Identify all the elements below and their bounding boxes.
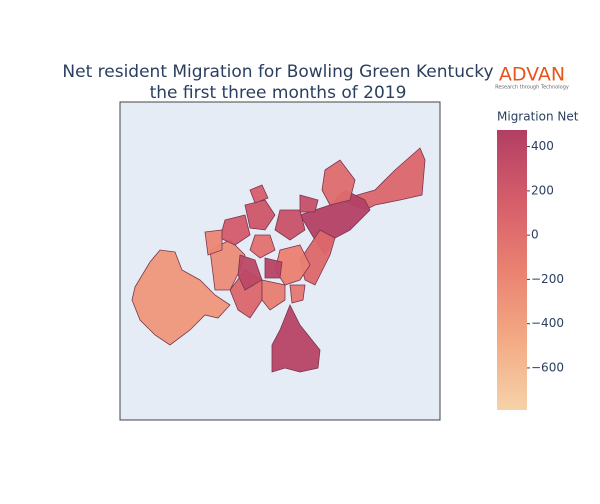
colorbar-tick-label: 200 bbox=[531, 183, 554, 197]
colorbar-tick-label: −200 bbox=[531, 272, 564, 286]
chart-title: Net resident Migration for Bowling Green… bbox=[62, 62, 493, 82]
colorbar bbox=[497, 130, 527, 410]
region bbox=[321, 159, 356, 206]
region bbox=[204, 229, 223, 256]
region bbox=[274, 209, 306, 241]
colorbar-tick-label: −400 bbox=[531, 316, 564, 330]
region bbox=[261, 279, 286, 311]
region bbox=[299, 194, 319, 213]
region bbox=[264, 257, 283, 279]
region bbox=[271, 304, 321, 373]
colorbar-tick-label: 400 bbox=[531, 139, 554, 153]
region bbox=[289, 284, 306, 304]
logo-tagline: Research through Technology bbox=[495, 85, 569, 91]
map bbox=[131, 147, 426, 373]
colorbar-tick-label: 0 bbox=[531, 228, 539, 242]
region bbox=[131, 249, 231, 346]
colorbar-title: Migration Net bbox=[497, 110, 579, 124]
region bbox=[249, 184, 269, 204]
chart-subtitle: the first three months of 2019 bbox=[150, 83, 407, 103]
colorbar-tick-label: −600 bbox=[531, 360, 564, 374]
region bbox=[237, 254, 263, 291]
region bbox=[338, 147, 426, 211]
region bbox=[249, 234, 276, 259]
logo: ADVAN bbox=[499, 64, 565, 86]
